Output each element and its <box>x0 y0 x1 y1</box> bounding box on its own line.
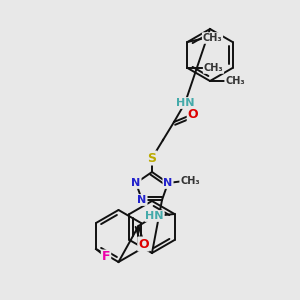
Text: N: N <box>164 178 172 188</box>
Text: CH₃: CH₃ <box>204 63 223 73</box>
Text: F: F <box>102 250 110 263</box>
Text: N: N <box>137 195 147 205</box>
Text: N: N <box>131 178 141 188</box>
Text: S: S <box>148 152 157 164</box>
Text: O: O <box>188 109 198 122</box>
Text: HN: HN <box>145 211 164 221</box>
Text: CH₃: CH₃ <box>180 176 200 186</box>
Text: HN: HN <box>176 98 194 108</box>
Text: CH₃: CH₃ <box>203 33 222 43</box>
Text: O: O <box>138 238 149 250</box>
Text: CH₃: CH₃ <box>225 76 245 86</box>
